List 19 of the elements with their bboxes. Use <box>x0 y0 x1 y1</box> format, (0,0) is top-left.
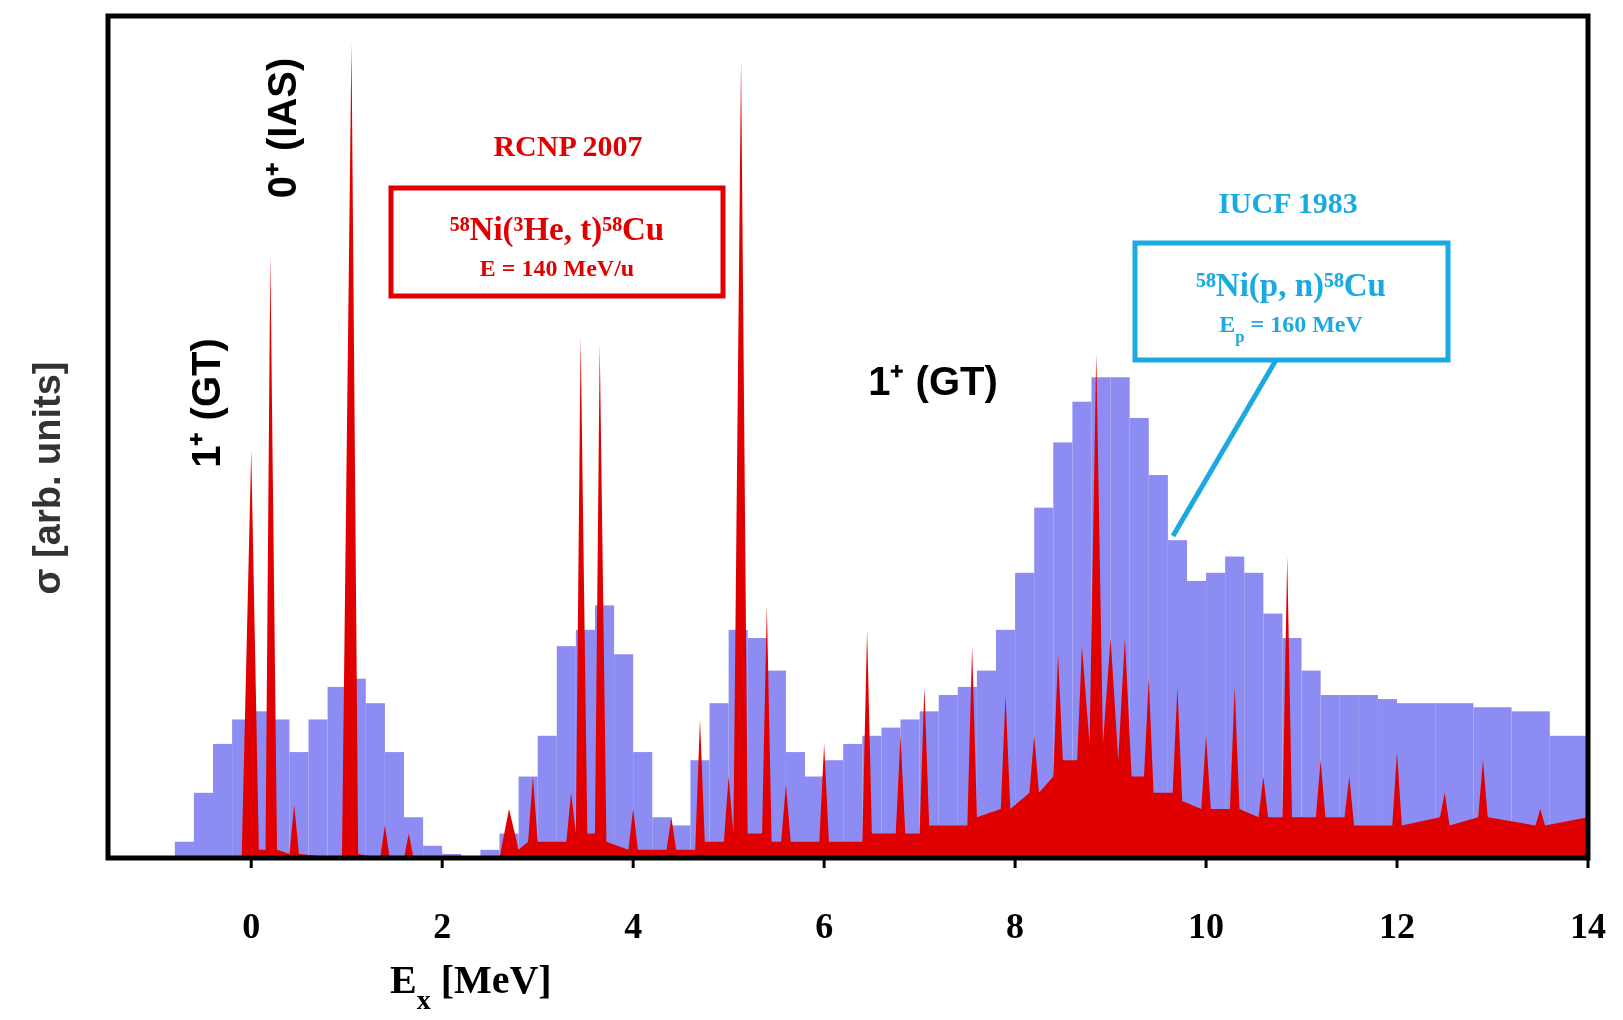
annotation: 1⁺ (GT) <box>868 359 998 403</box>
x-tick-label: 8 <box>1006 906 1025 946</box>
annotation: 0⁺ (IAS) <box>260 57 304 199</box>
annotation: ⁵⁸Ni(p, n)⁵⁸Cu <box>1196 267 1386 304</box>
x-tick-label: 4 <box>624 906 643 946</box>
annotation: RCNP 2007 <box>493 129 643 162</box>
annotation: 1⁺ (GT) <box>184 338 228 468</box>
annotation: E = 140 MeV/u <box>479 255 635 281</box>
annotation: IUCF 1983 <box>1218 186 1358 219</box>
x-axis-title: E$_{x}$ [MeV] <box>389 957 552 1015</box>
annotation: ⁵⁸Ni(³He, t)⁵⁸Cu <box>449 211 665 248</box>
annotation: E$_{p}$ = 160 MeV <box>1219 311 1364 346</box>
x-tick-label: 2 <box>433 906 452 946</box>
x-tick-label: 0 <box>242 906 261 946</box>
x-tick-label: 6 <box>815 906 834 946</box>
x-tick-label: 10 <box>1188 906 1225 946</box>
x-tick-label: 14 <box>1570 906 1606 946</box>
x-tick-label: 12 <box>1379 906 1416 946</box>
y-axis-title: σ [arb. units] <box>26 361 68 595</box>
